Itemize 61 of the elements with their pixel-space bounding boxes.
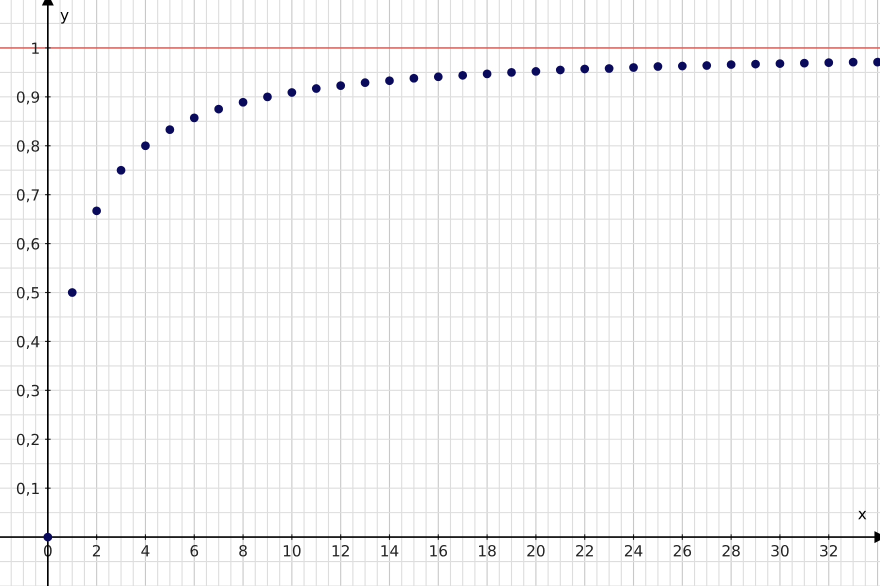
point [580, 64, 590, 74]
x-tick-label: 24 [624, 544, 642, 556]
point [824, 58, 834, 67]
point [312, 84, 321, 93]
x-tick-label: 26 [674, 544, 692, 557]
point [702, 61, 712, 70]
point [43, 532, 52, 542]
x-tick-label: 14 [381, 545, 398, 556]
point [190, 114, 199, 122]
point [410, 74, 418, 83]
y-tick-label: 0,8 [16, 140, 40, 154]
point [532, 67, 540, 76]
point [556, 66, 565, 74]
x-tick-label: 18 [479, 544, 496, 557]
point [751, 60, 760, 68]
point [776, 59, 784, 68]
x-tick-label: 6 [190, 544, 198, 557]
point [336, 81, 346, 90]
x-tick-label: 32 [820, 544, 837, 557]
point [165, 125, 174, 134]
point [726, 60, 736, 69]
point [604, 64, 614, 73]
y-tick-label: 0,5 [16, 286, 39, 300]
point [360, 78, 370, 88]
x-tick-label: 22 [576, 544, 593, 556]
y-tick-label: 0,4 [16, 336, 40, 350]
point [678, 62, 687, 70]
point [629, 63, 638, 72]
point [434, 72, 443, 82]
x-tick-label: 20 [527, 544, 545, 557]
x-tick-label: 2 [92, 544, 100, 556]
y-tick-label: 0,6 [16, 238, 40, 252]
y-tick-label: 0,1 [16, 482, 39, 496]
x-tick-label: 16 [430, 544, 448, 557]
point [848, 58, 858, 66]
point [458, 70, 468, 80]
point [800, 58, 809, 68]
point [482, 69, 492, 78]
y-axis-title: y [60, 12, 69, 24]
y-tick-label: 0,7 [16, 189, 39, 202]
y-tick-label: 0,3 [16, 384, 39, 398]
x-tick-label: 8 [239, 544, 247, 557]
point [385, 76, 394, 86]
x-tick-label: 4 [141, 545, 150, 556]
point [68, 288, 77, 297]
point [654, 62, 662, 71]
point [214, 104, 224, 114]
point [238, 98, 248, 107]
x-tick-label: 10 [284, 544, 301, 557]
x-axis-title: x [858, 510, 866, 520]
x-tick-label: 28 [722, 544, 740, 557]
y-tick-label: 0,9 [16, 91, 40, 104]
x-tick-label: 30 [771, 544, 789, 557]
point [92, 206, 102, 216]
y-tick-label: 0,2 [16, 434, 39, 447]
point [507, 68, 516, 77]
point [141, 141, 150, 150]
point [116, 166, 126, 175]
point [263, 92, 272, 102]
point [288, 88, 296, 97]
x-tick-label: 12 [332, 544, 349, 556]
